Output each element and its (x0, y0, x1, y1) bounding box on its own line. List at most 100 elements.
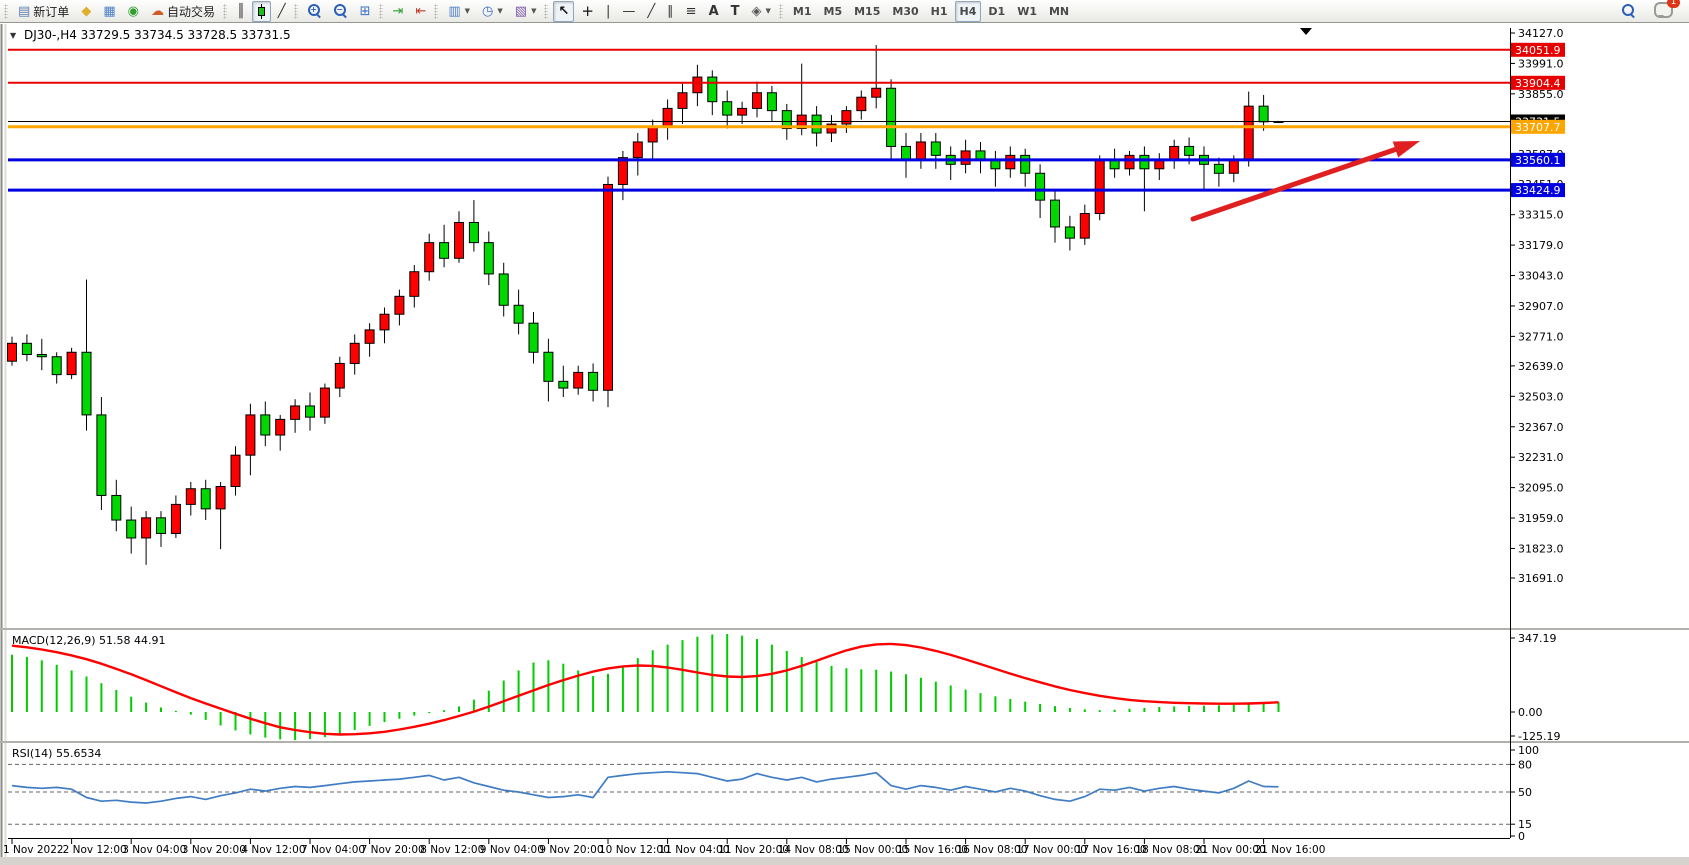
candle-body (424, 242, 435, 273)
new-chart-button[interactable]: ▥ ▼ (443, 1, 475, 22)
H4-button[interactable]: H4 (954, 0, 982, 22)
arrows-button[interactable]: ◈ ▼ (747, 1, 776, 22)
price-label-box (1511, 42, 1565, 57)
D1-button[interactable]: D1 (983, 1, 1010, 22)
chart-shift-marker (1300, 28, 1312, 35)
chart-header-text: DJ30-,H4 33729.5 33734.5 33728.5 33731.5 (24, 28, 291, 42)
price-label-box (1511, 152, 1565, 167)
candle-body (960, 150, 971, 165)
time-tick-label: 3 Nov 20:00 (182, 844, 246, 856)
candle-body (245, 414, 256, 456)
new-order-button[interactable]: ▤ 新订单 (13, 1, 74, 22)
toolbar: ▤新订单◆▦◉☁自动交易║╱⊞⇥⇤▥▼◷▼▧▼↖+|—╱∥≡AT◈▼M1M5M1… (0, 0, 1689, 23)
candle-body (1184, 145, 1195, 156)
price-tick-label: 31959.0 (1518, 512, 1564, 525)
candle-body (66, 351, 77, 376)
M30-button[interactable]: M30 (887, 1, 923, 22)
line-icon: ╱ (277, 3, 286, 19)
macd-tick-label: 347.19 (1518, 632, 1557, 645)
M5-button[interactable]: M5 (819, 1, 848, 22)
candle-body (1258, 105, 1269, 123)
zoom-in-button[interactable] (303, 1, 327, 22)
time-tick-label: 3 Nov 04:00 (122, 844, 186, 856)
cursor-button[interactable]: ↖ (553, 0, 575, 22)
trendline-button[interactable]: ╱ (642, 1, 660, 22)
M1-button[interactable]: M1 (788, 1, 817, 22)
time-tick-label: 17 Nov 16:00 (1076, 844, 1147, 856)
candle-body (215, 485, 226, 510)
price-tick-label: 33043.0 (1518, 270, 1564, 283)
W1-button[interactable]: W1 (1012, 1, 1042, 22)
zoom-out-icon (333, 4, 348, 18)
templates-button[interactable]: ▧ ▼ (510, 1, 542, 22)
chat-button[interactable]: 1 (1649, 0, 1680, 22)
candles-button[interactable] (251, 0, 271, 22)
button-label: M30 (892, 4, 919, 18)
candle-body (409, 271, 420, 297)
bars-icon: ║ (236, 3, 245, 19)
fibonacci-icon: ≡ (685, 3, 697, 19)
channel-button[interactable]: ∥ (662, 1, 679, 22)
candle-body (513, 304, 524, 324)
candle-body (379, 313, 390, 331)
chart-shot-button[interactable]: ▦ (98, 1, 120, 22)
candle-body (349, 342, 360, 364)
candle-body (692, 76, 703, 94)
tile-windows-button[interactable]: ⊞ (355, 1, 376, 22)
button-label: W1 (1017, 4, 1037, 18)
candle-body (96, 414, 107, 496)
arrows-icon: ◈ (751, 3, 762, 19)
time-tick-label: 9 Nov 20:00 (539, 844, 603, 856)
zoom-in-icon (307, 4, 322, 18)
gold-button[interactable]: ◆ (76, 1, 96, 22)
trendline-icon: ╱ (647, 3, 656, 19)
chart-collapse-icon[interactable]: ▼ (10, 31, 17, 40)
M15-button[interactable]: M15 (849, 1, 885, 22)
candle-body (826, 123, 837, 134)
H1-button[interactable]: H1 (926, 1, 953, 22)
chart-shift-button[interactable]: ⇤ (410, 1, 431, 22)
candle-body (334, 362, 345, 389)
dropdown-arrow-icon: ▼ (765, 7, 771, 15)
candle-body (156, 517, 166, 534)
search-button[interactable] (1617, 1, 1641, 22)
candlestick-chart-icon (257, 3, 266, 19)
label-button[interactable]: T (726, 1, 745, 22)
auto-trading-button[interactable]: ☁ 自动交易 (146, 1, 220, 22)
candle-body (662, 107, 673, 127)
price-label-box (1511, 75, 1565, 90)
fibonacci-button[interactable]: ≡ (681, 1, 702, 22)
annotation-arrow[interactable] (1190, 141, 1420, 222)
price-tick-label: 33315.0 (1518, 209, 1564, 222)
hline-button[interactable]: — (617, 1, 640, 22)
candle-body (439, 242, 450, 259)
price-label-box (1511, 183, 1565, 198)
signals-button[interactable]: ◉ (123, 1, 144, 22)
text-button[interactable]: A (704, 1, 724, 22)
bars-button[interactable]: ║ (232, 1, 250, 22)
candle-body (1139, 154, 1150, 170)
zoom-out-button[interactable] (329, 1, 353, 22)
MN-button[interactable]: MN (1044, 1, 1074, 22)
text-icon: A (708, 3, 719, 19)
templates-icon: ▧ (514, 3, 528, 19)
candle-body (1094, 159, 1105, 215)
time-tick-label: 1 Nov 2022 (3, 844, 64, 856)
time-tick-label: 9 Nov 04:00 (480, 844, 544, 856)
candle-body (901, 145, 911, 161)
price-label-text: 33560.1 (1515, 154, 1561, 167)
candle-body (1020, 154, 1031, 174)
price-tick-label: 34127.0 (1518, 27, 1564, 40)
crosshair-button[interactable]: + (576, 1, 599, 22)
time-tick-label: 15 Nov 16:00 (897, 844, 968, 856)
line-button[interactable]: ╱ (273, 1, 291, 22)
candle-body (21, 342, 32, 355)
chart-shot-icon: ▦ (103, 3, 116, 19)
auto-scroll-button[interactable]: ⇥ (388, 1, 409, 22)
toolbar-group-scroll: ⇥ ⇤ (377, 0, 433, 22)
profiles-button[interactable]: ◷ ▼ (477, 1, 508, 22)
toolbar-group-trade: ▤ 新订单 ◆ ▦ ◉ ☁ 自动交易 (2, 0, 221, 22)
vline-button[interactable]: | (601, 1, 615, 22)
rsi-tick-label: 100 (1518, 744, 1539, 757)
